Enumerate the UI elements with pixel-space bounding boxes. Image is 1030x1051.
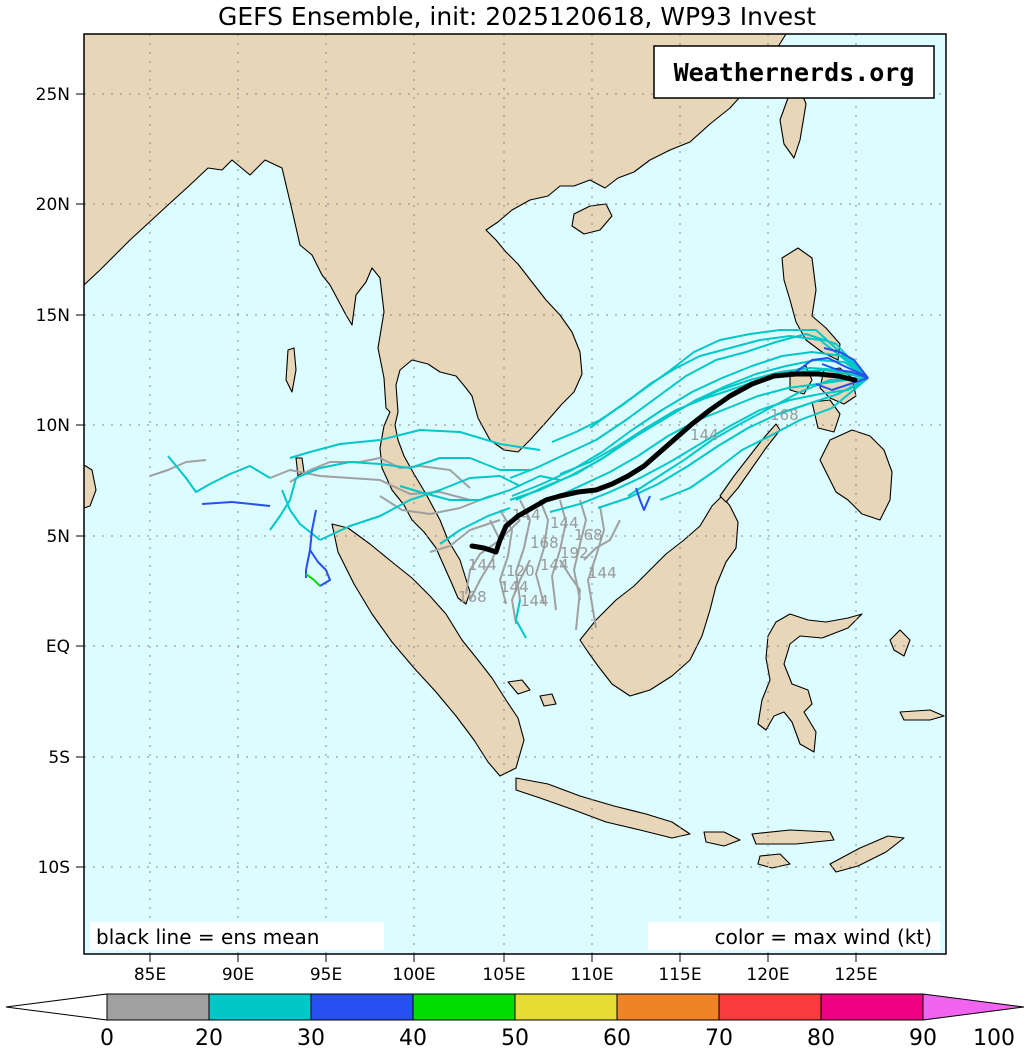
timor-island	[829, 835, 905, 873]
chart-title: GEFS Ensemble, init: 2025120618, WP93 In…	[218, 2, 816, 31]
hour-label: 168	[458, 588, 487, 606]
hour-label: 144	[512, 506, 541, 524]
colorbar-segment	[310, 993, 414, 1021]
lon-label: 85E	[134, 965, 166, 985]
legend-left-text: black line = ens mean	[96, 925, 320, 949]
colorbar-segment	[208, 993, 312, 1021]
watermark-text: Weathernerds.org	[674, 58, 915, 87]
colorbar-tick: 50	[501, 1026, 529, 1051]
colorbar-segment	[514, 993, 618, 1021]
lat-axis-ticks	[76, 93, 84, 868]
lon-label: 120E	[746, 965, 789, 985]
colorbar-tick: 0	[100, 1026, 114, 1051]
lon-axis-labels: 85E 90E 95E 100E 105E 110E 115E 120E 125…	[134, 965, 878, 985]
hour-label: 144	[540, 556, 569, 574]
colorbar-high-arrow	[922, 993, 1025, 1021]
map-panel: 144 120 144 168 144 144 192 144 144 168 …	[84, 34, 946, 954]
hour-label: 144	[550, 514, 579, 532]
bangka-island	[507, 679, 531, 695]
hour-label: 144	[520, 592, 549, 610]
colorbar-tick: 70	[705, 1026, 733, 1051]
hour-label: 144	[468, 556, 497, 574]
lat-axis-labels: 25N 20N 15N 10N 5N EQ 5S 10S	[36, 85, 70, 878]
colorbar-segment	[820, 993, 924, 1021]
colorbar-segment	[718, 993, 822, 1021]
hour-label: 144	[690, 426, 719, 444]
hainan-island	[571, 203, 613, 235]
hour-label: 168	[574, 526, 603, 544]
lat-label: 15N	[36, 306, 70, 326]
colorbar: 0 20 30 40 50 60 70 80 90 100	[5, 993, 1025, 1051]
belitung-island	[539, 693, 557, 707]
lon-label: 110E	[570, 965, 613, 985]
lon-label: 90E	[222, 965, 254, 985]
colorbar-tick: 100	[973, 1026, 1015, 1051]
hour-label: 168	[530, 534, 559, 552]
lon-label: 105E	[482, 965, 525, 985]
sri-lanka	[84, 464, 97, 509]
sumatra-island	[331, 523, 525, 777]
tracks-40-50kt	[305, 573, 321, 587]
hour-label: 120	[506, 562, 535, 580]
lat-label: 5N	[46, 527, 70, 547]
sumbawa-flores	[751, 829, 835, 845]
tracks-20-30kt	[167, 329, 869, 639]
legend-right-box: color = max wind (kt)	[648, 922, 940, 950]
colorbar-tick: 60	[603, 1026, 631, 1051]
colorbar-tick: 40	[399, 1026, 427, 1051]
hour-label: 168	[770, 406, 799, 424]
hour-label: 144	[500, 578, 529, 596]
hour-label: 192	[560, 544, 589, 562]
halmahera-island	[889, 629, 911, 657]
colorbar-tick: 90	[909, 1026, 937, 1051]
colorbar-segment	[106, 993, 210, 1021]
tracks-30-40kt	[201, 347, 869, 587]
lon-label: 115E	[658, 965, 701, 985]
lat-label: 10N	[36, 416, 70, 436]
lat-label: EQ	[46, 637, 70, 657]
colorbar-tick: 80	[807, 1026, 835, 1051]
land	[84, 34, 945, 873]
legend-right-text: color = max wind (kt)	[715, 925, 932, 949]
map-border	[83, 33, 947, 955]
lon-label: 100E	[392, 965, 435, 985]
lon-label: 95E	[310, 965, 342, 985]
lat-label: 10S	[38, 858, 70, 878]
seram-island	[899, 709, 945, 721]
ensemble-mean-track	[469, 371, 858, 555]
borneo-island	[579, 495, 739, 697]
hour-label: 144	[588, 564, 617, 582]
bali-lombok	[703, 831, 741, 847]
mainland-asia	[84, 34, 787, 605]
lat-label: 5S	[48, 748, 70, 768]
forecast-hour-labels: 144 120 144 168 144 144 192 144 144 168 …	[458, 406, 799, 610]
lat-label: 25N	[36, 85, 70, 105]
lon-label: 125E	[834, 965, 877, 985]
sulawesi-island	[757, 613, 863, 753]
lat-label: 20N	[36, 195, 70, 215]
colorbar-low-arrow	[5, 993, 108, 1021]
colorbar-segment	[616, 993, 720, 1021]
andaman-islands	[285, 347, 297, 393]
colorbar-segment	[412, 993, 516, 1021]
sumba-island	[757, 853, 791, 869]
legend-left-box: black line = ens mean	[90, 922, 384, 950]
lon-axis-ticks	[149, 954, 857, 962]
watermark-box: Weathernerds.org	[653, 45, 935, 99]
colorbar-tick: 30	[297, 1026, 325, 1051]
java-island	[515, 777, 691, 839]
colorbar-tick: 20	[195, 1026, 223, 1051]
